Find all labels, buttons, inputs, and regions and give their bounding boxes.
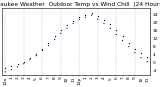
Point (16, 66, 19, 68)
Point (134, 48, 136, 49)
Point (115, 34, 118, 35)
Point (96, 19, 99, 20)
Point (35, 55, 37, 56)
Point (16, 63, 19, 64)
Point (84, 15, 87, 16)
Point (121, 36, 124, 37)
Point (41, 48, 44, 49)
Point (140, 52, 142, 53)
Point (72, 23, 74, 24)
Point (66, 25, 68, 26)
Point (41, 50, 44, 51)
Point (10, 65, 13, 66)
Point (140, 57, 142, 58)
Point (103, 23, 105, 24)
Point (72, 21, 74, 22)
Point (134, 52, 136, 53)
Point (78, 19, 81, 20)
Point (121, 40, 124, 41)
Point (47, 45, 50, 46)
Point (66, 28, 68, 29)
Point (53, 39, 56, 40)
Point (60, 33, 62, 34)
Point (103, 20, 105, 21)
Point (90, 13, 93, 14)
Point (84, 17, 87, 18)
Point (146, 61, 148, 62)
Point (60, 30, 62, 31)
Title: Milwaukee Weather  Outdoor Temp vs Wind Chill  (24 Hours): Milwaukee Weather Outdoor Temp vs Wind C… (0, 2, 160, 7)
Point (10, 69, 13, 70)
Point (90, 15, 93, 16)
Point (35, 53, 37, 54)
Point (78, 17, 81, 18)
Point (29, 59, 31, 60)
Point (53, 36, 56, 37)
Point (115, 30, 118, 31)
Point (109, 24, 112, 25)
Point (29, 57, 31, 58)
Point (4, 71, 6, 73)
Point (109, 28, 112, 29)
Point (22, 63, 25, 64)
Point (146, 56, 148, 57)
Point (127, 42, 130, 43)
Point (47, 42, 50, 43)
Point (22, 61, 25, 62)
Point (96, 16, 99, 17)
Point (127, 46, 130, 47)
Point (4, 67, 6, 68)
